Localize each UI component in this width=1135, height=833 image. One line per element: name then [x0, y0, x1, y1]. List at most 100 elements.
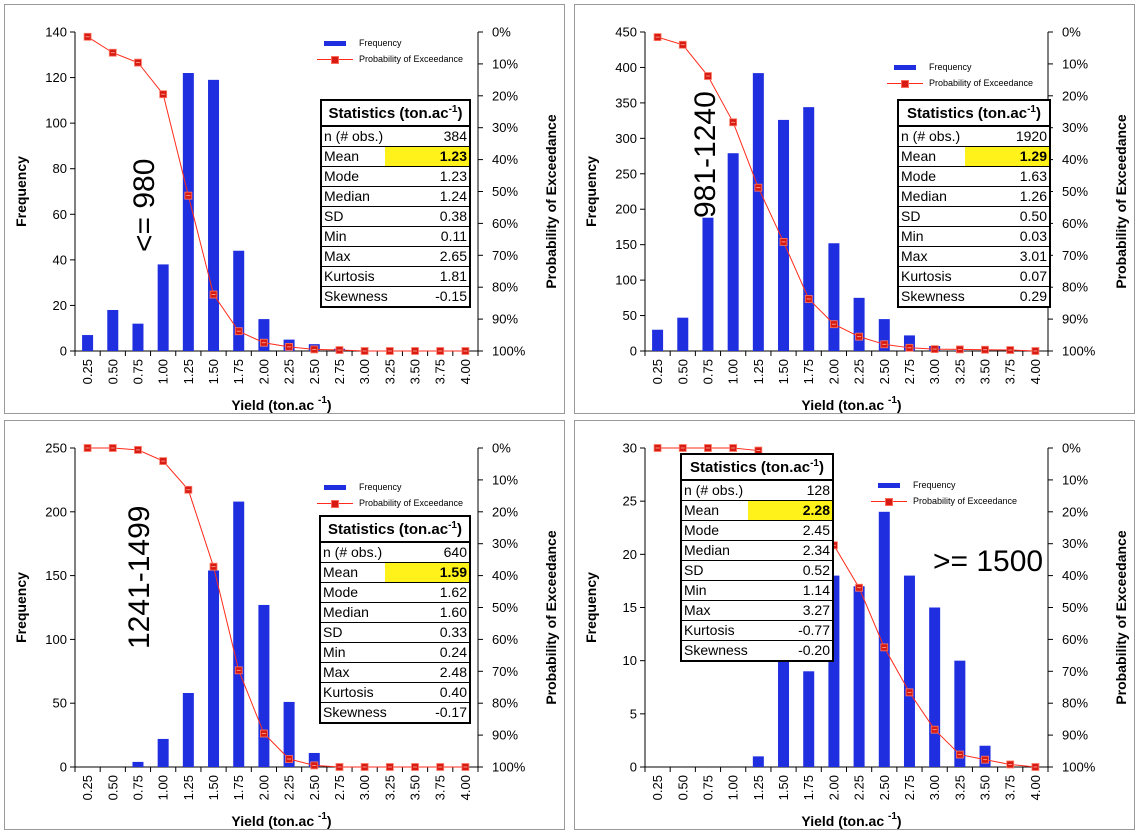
chart-svg: 0 50 100 150 200 250 0% 10% 20% 30% 40% 50% 60% 70% 80…: [13, 441, 559, 830]
y2-tick-label: 80%: [492, 280, 518, 295]
exceedance-line: [657, 447, 1036, 768]
y-tick-label: 140: [45, 25, 67, 40]
statistics-label: SD: [901, 208, 921, 224]
statistics-label: Median: [324, 188, 370, 204]
statistics-row: Kurtosis 0.07: [899, 267, 1049, 287]
statistics-value: 0.03: [1019, 228, 1047, 244]
x-tick-label: 1.25: [181, 359, 196, 384]
y-tick-label: 50: [53, 696, 67, 711]
chart-svg: 0 50 100 150 200 250 300 350 400 450 0% 10% 20% 30% 40…: [583, 25, 1129, 414]
statistics-value: 0.11: [440, 228, 467, 244]
statistics-label: n (# obs.): [684, 482, 744, 498]
statistics-value: -0.20: [798, 642, 830, 658]
y-tick-label: 0: [60, 760, 67, 775]
frequency-bar: [652, 329, 664, 351]
y-tick-label: 250: [45, 441, 67, 456]
y-tick-label: 20: [623, 547, 637, 562]
legend-bar-swatch: [324, 484, 346, 490]
x-tick-label: 1.00: [726, 359, 741, 384]
x-tick-label: 0.75: [700, 359, 715, 384]
range-label: 1241-1499: [123, 505, 156, 649]
legend-label-frequency: Frequency: [359, 38, 402, 48]
statistics-row: Mean 1.29: [899, 147, 1049, 167]
statistics-row: Skewness -0.17: [321, 703, 469, 722]
statistics-label: Skewness: [684, 642, 748, 658]
x-tick-label: 3.25: [382, 359, 397, 384]
x-tick-label: 1.50: [776, 775, 791, 800]
statistics-value: 640: [443, 544, 467, 560]
x-tick-label: 0.25: [650, 359, 665, 384]
frequency-bar: [853, 297, 865, 351]
y2-tick-label: 0%: [492, 441, 511, 456]
y2-tick-label: 30%: [492, 536, 518, 551]
y-tick-label: 60: [53, 207, 67, 222]
statistics-label: Max: [684, 602, 711, 618]
y-tick-label: 100: [45, 116, 67, 131]
y2-tick-label: 80%: [492, 696, 518, 711]
statistics-value: 1.26: [1019, 188, 1047, 204]
y2-tick-label: 80%: [1062, 280, 1088, 295]
statistics-row: n (# obs.) 640: [321, 543, 469, 563]
y-tick-label: 100: [45, 632, 67, 647]
frequency-bar: [208, 570, 220, 767]
statistics-value: 0.38: [439, 208, 467, 224]
statistics-row: SD 0.50: [899, 207, 1049, 227]
statistics-label: Min: [324, 228, 347, 244]
statistics-row: Max 3.01: [899, 247, 1049, 267]
x-tick-label: 1.75: [231, 359, 246, 384]
x-tick-label: 1.75: [231, 775, 246, 800]
statistics-label: Min: [684, 582, 707, 598]
y2-tick-label: 20%: [492, 504, 518, 519]
frequency-bar: [803, 107, 815, 352]
legend-bar-swatch: [878, 482, 900, 488]
legend-label-exceedance: Probability of Exceedance: [359, 498, 464, 508]
statistics-label: Median: [323, 604, 369, 620]
chart-legend: Frequency Probability of Exceedance: [871, 477, 1017, 509]
legend-line-swatch: [887, 79, 923, 88]
y2-axis-title: Probability of Exceedance: [543, 114, 559, 288]
statistics-label: Min: [323, 644, 346, 660]
statistics-row: n (# obs.) 384: [322, 127, 469, 147]
frequency-bar: [677, 317, 689, 351]
x-tick-label: 1.50: [206, 775, 221, 800]
frequency-bar: [132, 761, 144, 767]
statistics-label: Mean: [901, 148, 937, 164]
statistics-value: 2.28: [802, 502, 830, 518]
statistics-title: Statistics (ton.ac-1): [899, 101, 1049, 127]
y-axis-title: Frequency: [13, 572, 29, 643]
frequency-bar: [208, 79, 220, 351]
y2-axis-title: Probability of Exceedance: [1113, 530, 1129, 704]
y-tick-label: 15: [623, 600, 637, 615]
x-tick-label: 3.50: [408, 359, 423, 384]
y-tick-label: 20: [53, 298, 67, 313]
statistics-label: Mean: [324, 148, 360, 164]
statistics-value: 0.52: [802, 562, 830, 578]
legend-label-exceedance: Probability of Exceedance: [929, 78, 1034, 88]
frequency-bar: [778, 650, 790, 767]
chart-panel-le-980: 0 20 40 60 80 100 120 140 0% 10% 20% 30% 40% 50% 60% 70…: [4, 4, 565, 414]
y2-tick-label: 90%: [492, 728, 518, 743]
statistics-row: Min 0.03: [899, 227, 1049, 247]
x-tick-label: 0.50: [105, 775, 120, 800]
statistics-value: 1.62: [439, 584, 467, 600]
x-tick-label: 2.75: [902, 359, 917, 384]
statistics-value: -0.15: [435, 288, 467, 304]
y-tick-label: 40: [53, 252, 67, 267]
statistics-label: Mode: [901, 168, 937, 184]
legend-item-frequency: Frequency: [317, 479, 463, 495]
legend-item-exceedance: Probability of Exceedance: [887, 75, 1033, 91]
frequency-bar: [283, 701, 295, 767]
x-tick-label: 0.25: [80, 359, 95, 384]
x-tick-label: 2.25: [282, 359, 297, 384]
frequency-bar: [233, 501, 245, 767]
chart-legend: Frequency Probability of Exceedance: [317, 35, 463, 67]
statistics-value: 128: [806, 482, 830, 498]
x-tick-label: 2.00: [826, 775, 841, 800]
legend-line-swatch: [317, 499, 353, 508]
statistics-row: Median 1.26: [899, 187, 1049, 207]
statistics-box: Statistics (ton.ac-1) n (# obs.) 640 Mean 1.…: [319, 515, 471, 724]
frequency-bar: [308, 752, 320, 767]
x-tick-label: 3.25: [382, 775, 397, 800]
y2-tick-label: 30%: [1062, 536, 1088, 551]
y2-tick-label: 70%: [492, 248, 518, 263]
